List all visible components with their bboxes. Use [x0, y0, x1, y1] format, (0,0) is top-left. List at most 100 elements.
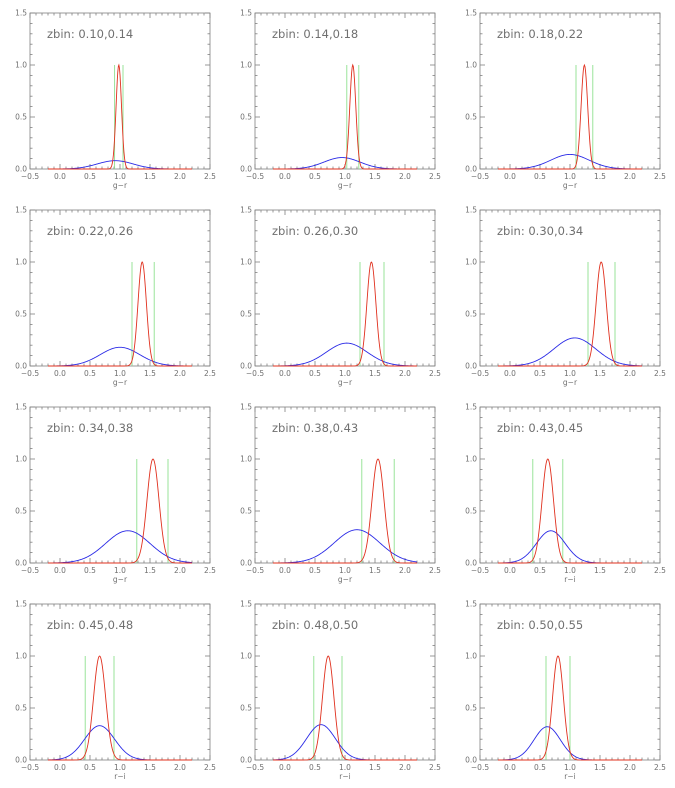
red-distribution-curve — [48, 63, 192, 170]
chart-svg: −0.5 0.0 0.5 1.0 1.5 2.0 2.50.00.51.01.5g−rzbi… — [15, 206, 216, 388]
chart-panel-9: −0.5 0.0 0.5 1.0 1.5 2.0 2.5 0.0 0.5 1.0 1.5 r−i zbi… — [450, 394, 675, 591]
x-tick-label: 2.5 — [654, 172, 666, 181]
red-distribution-curve — [498, 261, 642, 367]
x-tick-label: 1.5 — [369, 566, 381, 575]
x-tick-label: 1.0 — [339, 369, 351, 378]
x-axis-label: r−i — [114, 772, 125, 781]
y-tick-label: 0.5 — [15, 704, 27, 713]
x-tick-label: 0.5 — [309, 763, 321, 772]
y-tick-label: 1.5 — [15, 9, 27, 18]
red-distribution-curve — [48, 261, 192, 367]
red-distribution-curve — [273, 458, 417, 564]
y-tick-label: 0.5 — [465, 113, 477, 122]
chart-panel-8: −0.5 0.0 0.5 1.0 1.5 2.0 2.5 0.0 0.5 1.0 1.5 g−r zbi… — [225, 394, 450, 591]
x-tick-label: 1.5 — [144, 566, 156, 575]
x-tick-label: −0.5 — [21, 763, 39, 772]
x-axis-label: g−r — [563, 181, 578, 190]
x-tick-label: 1.5 — [369, 172, 381, 181]
x-tick-label: 0.5 — [84, 763, 96, 772]
x-tick-label: 2.5 — [204, 566, 216, 575]
y-tick-label: 1.5 — [465, 206, 477, 215]
bin-title: zbin: 0.14,0.18 — [272, 27, 358, 41]
chart-panel-10: −0.5 0.0 0.5 1.0 1.5 2.0 2.5 0.0 0.5 1.0 1.5 r−i zbi… — [0, 591, 225, 788]
x-tick-label: 2.0 — [399, 566, 411, 575]
chart-panel-6: −0.5 0.0 0.5 1.0 1.5 2.0 2.5 0.0 0.5 1.0 1.5 g−r zbi… — [450, 197, 675, 394]
x-tick-label: 1.5 — [594, 763, 606, 772]
chart-svg: −0.5 0.0 0.5 1.0 1.5 2.0 2.50.00.51.01.5g−rzbi… — [465, 206, 666, 388]
bin-title: zbin: 0.34,0.38 — [47, 421, 133, 435]
y-tick-label: 0.5 — [15, 113, 27, 122]
x-tick-label: 0.5 — [534, 369, 546, 378]
x-tick-label: 2.0 — [174, 763, 186, 772]
x-tick-label: 0.5 — [534, 763, 546, 772]
x-axis-label: g−r — [338, 378, 353, 387]
chart-svg: −0.5 0.0 0.5 1.0 1.5 2.0 2.50.00.51.01.5r−izbi… — [240, 600, 441, 782]
chart-svg: −0.5 0.0 0.5 1.0 1.5 2.0 2.50.00.51.01.5g−rzbi… — [15, 403, 216, 585]
y-tick-label: 1.0 — [15, 455, 27, 464]
x-tick-label: 0.5 — [534, 566, 546, 575]
y-tick-label: 1.0 — [15, 258, 27, 267]
blue-distribution-curve — [272, 342, 418, 367]
chart-svg: −0.5 0.0 0.5 1.0 1.5 2.0 2.50.00.51.01.5r−izbi… — [465, 600, 666, 782]
x-tick-label: 2.5 — [204, 763, 216, 772]
x-tick-label: 0.0 — [504, 369, 516, 378]
x-tick-label: 2.0 — [624, 369, 636, 378]
x-tick-label: 1.0 — [564, 763, 576, 772]
bin-title: zbin: 0.26,0.30 — [272, 224, 358, 238]
y-tick-label: 0.5 — [240, 310, 252, 319]
bin-title: zbin: 0.30,0.34 — [497, 224, 583, 238]
x-tick-label: 1.0 — [564, 566, 576, 575]
y-tick-label: 0.5 — [240, 507, 252, 516]
x-tick-label: −0.5 — [21, 172, 39, 181]
blue-distribution-curve — [47, 725, 192, 761]
x-tick-label: 0.0 — [504, 172, 516, 181]
x-tick-label: 2.0 — [399, 172, 411, 181]
x-tick-label: 1.0 — [564, 172, 576, 181]
y-tick-label: 0.0 — [240, 362, 252, 371]
red-distribution-curve — [48, 655, 192, 761]
blue-distribution-curve — [47, 530, 193, 564]
x-axis-label: g−r — [113, 575, 128, 584]
x-tick-label: −0.5 — [246, 763, 264, 772]
red-distribution-curve — [48, 458, 192, 564]
bin-title: zbin: 0.22,0.26 — [47, 224, 133, 238]
x-tick-label: 1.0 — [114, 172, 126, 181]
x-tick-label: 2.5 — [429, 369, 441, 378]
bin-title: zbin: 0.10,0.14 — [47, 27, 133, 41]
x-tick-label: 0.0 — [54, 369, 66, 378]
x-axis-label: r−i — [564, 772, 575, 781]
x-tick-label: 1.0 — [114, 369, 126, 378]
red-distribution-curve — [498, 458, 642, 564]
y-tick-label: 1.5 — [15, 206, 27, 215]
x-tick-label: 0.0 — [504, 566, 516, 575]
y-tick-label: 1.5 — [465, 9, 477, 18]
y-tick-label: 1.5 — [240, 403, 252, 412]
x-tick-label: −0.5 — [21, 369, 39, 378]
red-distribution-curve — [273, 63, 417, 170]
x-tick-label: 0.5 — [309, 566, 321, 575]
chart-panel-5: −0.5 0.0 0.5 1.0 1.5 2.0 2.5 0.0 0.5 1.0 1.5 g−r zbi… — [225, 197, 450, 394]
chart-panel-7: −0.5 0.0 0.5 1.0 1.5 2.0 2.5 0.0 0.5 1.0 1.5 g−r zbi… — [0, 394, 225, 591]
x-axis-label: r−i — [339, 772, 350, 781]
y-tick-label: 1.0 — [240, 455, 252, 464]
chart-svg: −0.5 0.0 0.5 1.0 1.5 2.0 2.50.00.51.01.5r−izbi… — [15, 600, 216, 782]
bin-title: zbin: 0.38,0.43 — [272, 421, 358, 435]
x-tick-label: −0.5 — [471, 763, 489, 772]
y-tick-label: 1.0 — [15, 61, 27, 70]
y-tick-label: 1.5 — [465, 600, 477, 609]
x-tick-label: 0.5 — [84, 566, 96, 575]
y-tick-label: 0.0 — [15, 756, 27, 765]
blue-distribution-curve — [498, 337, 643, 367]
x-tick-label: 2.0 — [174, 172, 186, 181]
y-tick-label: 1.0 — [240, 61, 252, 70]
x-tick-label: 2.0 — [399, 763, 411, 772]
red-distribution-curve — [273, 655, 417, 761]
y-tick-label: 0.0 — [465, 559, 477, 568]
y-tick-label: 0.0 — [465, 756, 477, 765]
bin-title: zbin: 0.45,0.48 — [47, 618, 133, 632]
chart-svg: −0.5 0.0 0.5 1.0 1.5 2.0 2.50.00.51.01.5r−izbi… — [465, 403, 666, 585]
bin-title: zbin: 0.48,0.50 — [272, 618, 358, 632]
y-tick-label: 1.0 — [465, 652, 477, 661]
y-tick-label: 1.0 — [240, 258, 252, 267]
